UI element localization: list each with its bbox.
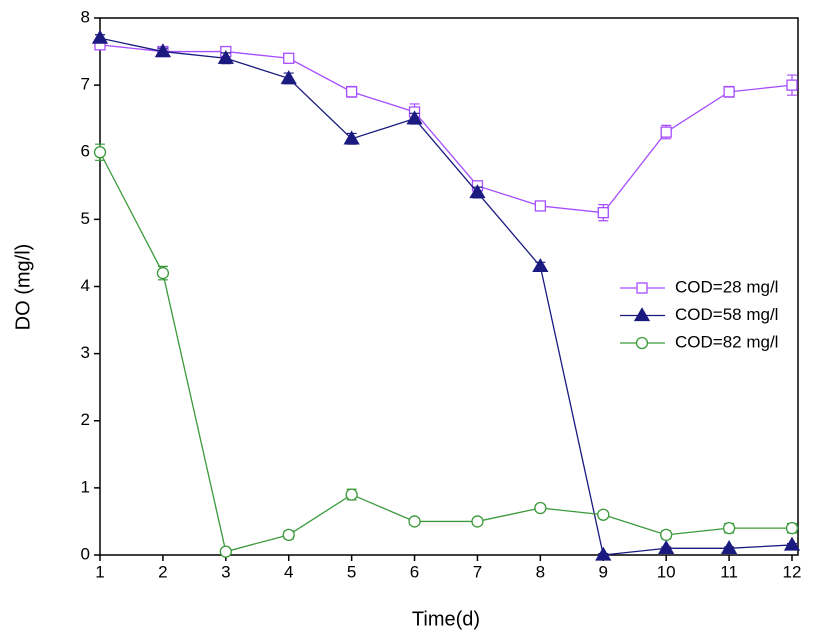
marker — [93, 146, 107, 159]
marker — [283, 52, 295, 64]
y-tick-label: 2 — [81, 410, 90, 429]
marker — [219, 545, 232, 558]
x-tick-label: 10 — [657, 562, 676, 581]
marker — [282, 528, 295, 542]
y-tick-label: 7 — [81, 75, 90, 94]
marker — [406, 110, 423, 125]
y-tick-label: 0 — [81, 544, 90, 563]
series-line — [99, 44, 793, 214]
marker — [471, 515, 484, 528]
marker — [722, 522, 736, 535]
marker — [723, 86, 735, 98]
x-tick-label: 1 — [95, 562, 104, 581]
x-tick-label: 3 — [221, 562, 230, 581]
legend-marker — [635, 336, 649, 350]
marker — [280, 70, 297, 85]
marker — [658, 539, 675, 554]
marker — [408, 515, 421, 528]
marker — [534, 501, 547, 515]
y-tick-label: 8 — [81, 7, 90, 26]
marker — [345, 488, 358, 501]
marker — [595, 546, 612, 561]
marker — [532, 258, 549, 273]
x-tick-label: 7 — [473, 562, 482, 581]
marker — [345, 86, 358, 98]
marker — [154, 43, 172, 58]
marker — [785, 522, 799, 535]
x-tick-label: 2 — [158, 562, 167, 581]
legend-marker — [633, 307, 651, 322]
marker — [720, 539, 738, 554]
x-tick-label: 4 — [284, 562, 293, 581]
marker — [534, 200, 547, 212]
x-tick-label: 12 — [783, 562, 802, 581]
marker — [343, 130, 360, 145]
x-tick-label: 11 — [720, 562, 738, 581]
marker — [217, 49, 234, 64]
y-axis-title: DO (mg/l) — [12, 244, 34, 331]
legend-label: COD=82 mg/l — [675, 332, 778, 351]
marker — [660, 126, 672, 138]
legend-marker — [636, 282, 648, 294]
marker — [660, 528, 673, 542]
marker — [783, 536, 801, 551]
legend-label: COD=28 mg/l — [675, 277, 778, 296]
marker — [469, 184, 486, 199]
marker — [597, 207, 609, 219]
legend-label: COD=58 mg/l — [675, 305, 778, 324]
marker — [597, 508, 610, 521]
series-line — [99, 37, 793, 556]
x-tick-label: 6 — [410, 562, 419, 581]
series-line — [99, 151, 792, 553]
marker — [91, 29, 109, 44]
marker — [786, 79, 798, 91]
y-tick-label: 4 — [81, 276, 90, 295]
marker — [156, 266, 170, 280]
x-tick-label: 9 — [599, 562, 608, 581]
y-tick-label: 1 — [81, 477, 90, 496]
y-tick-label: 3 — [81, 343, 90, 362]
x-tick-label: 5 — [347, 562, 356, 581]
x-tick-label: 8 — [536, 562, 545, 581]
x-axis-title: Time(d) — [412, 608, 480, 630]
y-tick-label: 6 — [81, 142, 90, 161]
y-tick-label: 5 — [81, 209, 90, 228]
